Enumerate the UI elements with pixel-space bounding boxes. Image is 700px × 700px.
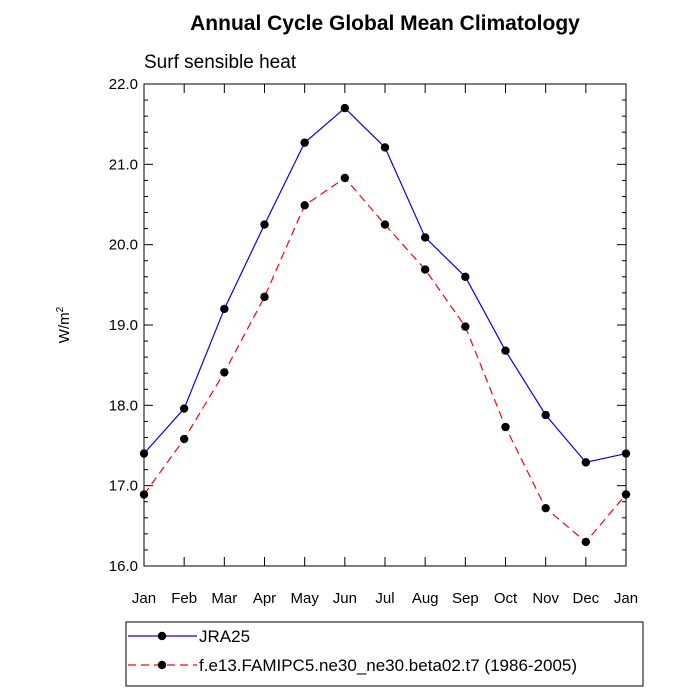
data-point-series-1	[139, 449, 149, 458]
x-tick-label: Dec	[572, 590, 599, 607]
data-point-series-2	[260, 292, 269, 302]
series-line-2	[143, 177, 627, 543]
data-point-series-1	[340, 103, 350, 113]
data-point-series-1	[461, 272, 470, 281]
y-tick-label: 19.0	[109, 317, 138, 334]
legend-label-1: JRA25	[199, 627, 250, 646]
data-point-series-2	[139, 490, 149, 499]
data-point-series-1	[300, 138, 309, 147]
chart-title: Annual Cycle Global Mean Climatology	[190, 12, 580, 35]
legend-label-2: f.e13.FAMIPC5.ne30_ne30.beta02.t7 (1986-…	[199, 656, 577, 675]
data-point-series-2	[541, 503, 550, 513]
x-tick-label: Oct	[494, 590, 518, 607]
data-point-series-2	[501, 422, 510, 432]
y-tick-label: 18.0	[109, 397, 138, 414]
y-tick-label: 20.0	[109, 237, 138, 254]
data-point-series-1	[621, 449, 631, 458]
data-point-series-2	[420, 265, 430, 274]
data-point-series-2	[340, 173, 350, 183]
data-point-series-2	[179, 434, 189, 444]
legend-items: JRA25 f.e13.FAMIPC5.ne30_ne30.beta02.t7 (…	[128, 627, 577, 675]
x-tick-label: Sep	[452, 590, 479, 607]
series-layer	[139, 103, 631, 547]
data-point-series-1	[260, 220, 269, 229]
chart-subtitle: Surf sensible heat	[144, 52, 297, 73]
x-tick-label: Apr	[253, 590, 276, 607]
x-tick-label: Jan	[132, 590, 156, 607]
data-point-series-1	[420, 233, 430, 242]
data-point-series-2	[621, 490, 631, 499]
data-point-series-1	[501, 346, 510, 355]
x-ticks: Jan Feb Mar Apr May Jun Jul Aug Sep Oct Nov Dec Jan	[132, 84, 638, 607]
data-point-series-1	[581, 458, 591, 467]
data-point-series-1	[380, 143, 390, 152]
y-axis-label: W/m2	[55, 306, 73, 343]
legend-marker-2	[157, 660, 167, 670]
data-point-series-2	[461, 322, 470, 331]
data-point-series-2	[300, 201, 309, 210]
x-tick-label: Aug	[412, 590, 439, 607]
x-tick-label: Mar	[211, 590, 237, 607]
y-axis-label-superscript: 2	[55, 306, 66, 312]
x-tick-label: May	[290, 590, 319, 607]
x-tick-label: Jan	[614, 590, 638, 607]
y-ticks: 16.0 17.0 18.0 19.0 20.0 21.0 22.0	[109, 76, 626, 575]
y-tick-label: 16.0	[109, 558, 138, 575]
legend: JRA25 f.e13.FAMIPC5.ne30_ne30.beta02.t7 (…	[125, 621, 644, 687]
data-point-series-1	[220, 304, 229, 314]
svg-text:W/m2: W/m2	[55, 306, 73, 343]
data-point-series-2	[380, 220, 390, 229]
y-tick-label: 21.0	[109, 156, 138, 173]
x-tick-label: Jun	[333, 590, 357, 607]
data-point-series-2	[581, 537, 591, 547]
series-line-1	[143, 107, 627, 464]
data-point-series-1	[541, 410, 550, 420]
legend-marker-1	[157, 631, 167, 641]
y-tick-label: 22.0	[109, 76, 138, 93]
x-tick-label: Feb	[171, 590, 197, 607]
x-tick-label: Jul	[375, 590, 394, 607]
data-point-series-1	[179, 404, 189, 413]
legend-box	[125, 621, 644, 687]
data-point-series-2	[220, 368, 229, 377]
plot-frame	[143, 83, 627, 567]
y-tick-label: 17.0	[109, 478, 138, 495]
y-axis-label-text: W/m	[56, 312, 73, 343]
x-tick-label: Nov	[532, 590, 559, 607]
